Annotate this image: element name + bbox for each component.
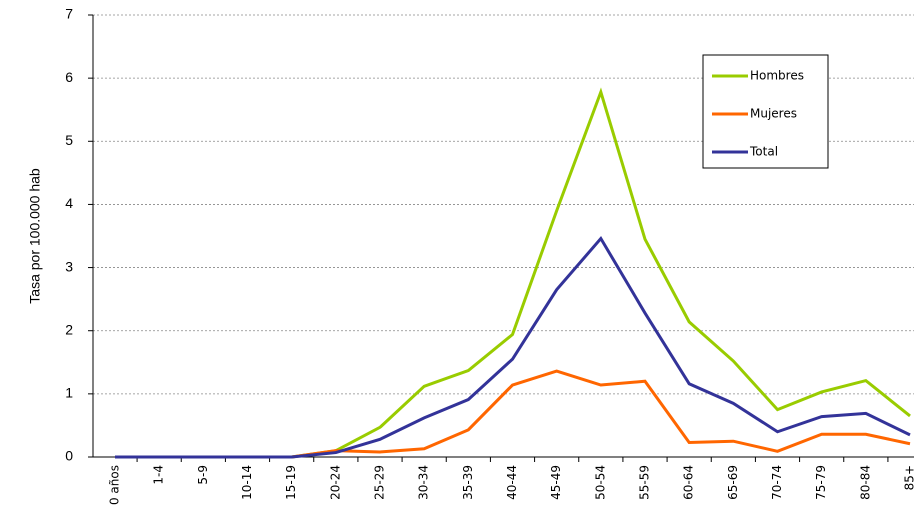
x-tick-label: 15-19 <box>284 465 298 500</box>
y-tick-label: 2 <box>65 321 73 337</box>
x-tick-label: 60-64 <box>682 465 696 500</box>
x-tick-label: 50-54 <box>593 465 607 500</box>
x-tick-label: 55-59 <box>638 465 652 500</box>
x-tick-label: 5-9 <box>196 465 210 485</box>
line-series <box>115 369 911 459</box>
y-axis-label: Tasa por 100.000 hab <box>27 168 43 304</box>
y-tick-label: 5 <box>65 132 73 148</box>
y-tick-label: 0 <box>65 448 73 464</box>
x-tick-label: 65-69 <box>726 465 740 500</box>
legend-label: Hombres <box>750 69 804 83</box>
x-tick-label: 80-84 <box>858 465 872 500</box>
legend-box <box>702 54 829 169</box>
y-tick-label: 4 <box>65 195 73 211</box>
x-tick-label: 30-34 <box>417 465 431 500</box>
x-tick-label: 0 años <box>108 465 122 505</box>
x-tick-label: 75-79 <box>814 465 828 500</box>
x-tick-label: 1-4 <box>152 465 166 485</box>
x-tick-label: 10-14 <box>240 465 254 500</box>
x-tick-label: 40-44 <box>505 465 519 500</box>
legend-label: Total <box>749 145 778 159</box>
y-tick-label: 7 <box>65 6 73 22</box>
x-tick-label: 45-49 <box>549 465 563 500</box>
x-tick-label: 35-39 <box>461 465 475 500</box>
y-tick-label: 1 <box>65 385 73 401</box>
x-tick-label: 20-24 <box>328 465 342 500</box>
x-tick-label: 70-74 <box>770 465 784 500</box>
legend-label: Mujeres <box>750 107 797 121</box>
x-tick-label: 85+ <box>903 465 917 490</box>
y-tick-label: 6 <box>65 69 73 85</box>
y-tick-label: 3 <box>65 258 73 274</box>
line-series <box>115 235 911 459</box>
x-tick-label: 25-29 <box>373 465 387 500</box>
